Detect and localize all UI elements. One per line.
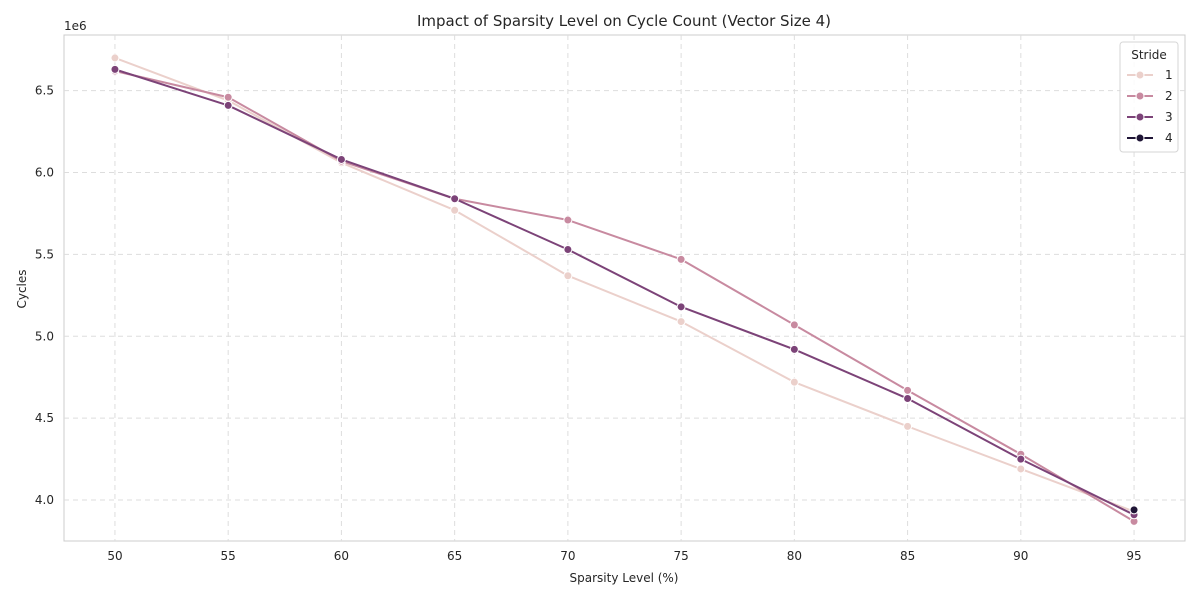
x-tick-label: 90 <box>1013 549 1028 563</box>
x-tick-label: 55 <box>221 549 236 563</box>
y-tick-label: 4.5 <box>35 411 54 425</box>
chart-title: Impact of Sparsity Level on Cycle Count … <box>417 12 831 30</box>
y-tick-label: 6.0 <box>35 166 54 180</box>
x-tick-label: 65 <box>447 549 462 563</box>
data-point <box>563 271 573 281</box>
x-axis-title: Sparsity Level (%) <box>570 571 679 585</box>
data-point <box>789 344 799 354</box>
x-tick-label: 75 <box>673 549 688 563</box>
legend-items: 1 2 3 4 <box>1127 68 1173 145</box>
legend-item: 3 <box>1127 110 1173 124</box>
legend-label: 2 <box>1165 89 1173 103</box>
legend-marker <box>1135 133 1145 143</box>
data-point <box>110 53 120 63</box>
y-tick-label: 6.5 <box>35 84 54 98</box>
data-point <box>789 320 799 330</box>
legend-item: 2 <box>1127 89 1173 103</box>
legend-item: 4 <box>1127 131 1173 145</box>
data-point <box>676 254 686 264</box>
y-tick-label: 5.0 <box>35 329 54 343</box>
legend-marker <box>1135 91 1145 101</box>
x-tick-label: 95 <box>1126 549 1141 563</box>
y-axis-title: Cycles <box>15 269 29 308</box>
x-tick-label: 85 <box>900 549 915 563</box>
data-point <box>1016 454 1026 464</box>
legend-marker <box>1135 70 1145 80</box>
legend-label: 4 <box>1165 131 1173 145</box>
y-axis-ticks: 4.0 4.5 5.0 5.5 6.0 6.5 <box>35 84 54 507</box>
series-4 <box>1129 505 1139 515</box>
data-point <box>789 377 799 387</box>
data-point <box>676 302 686 312</box>
x-tick-label: 70 <box>560 549 575 563</box>
data-point <box>336 154 346 164</box>
legend-label: 1 <box>1165 68 1173 82</box>
data-point <box>563 245 573 255</box>
legend-label: 3 <box>1165 110 1173 124</box>
data-point <box>676 317 686 327</box>
y-axis-offset-label: 1e6 <box>64 19 87 33</box>
data-point <box>1129 505 1139 515</box>
data-point <box>110 64 120 74</box>
data-point <box>903 421 913 431</box>
x-tick-label: 80 <box>787 549 802 563</box>
data-point <box>450 194 460 204</box>
data-point <box>903 394 913 404</box>
legend: Stride 1 2 3 4 <box>1119 41 1179 153</box>
data-point <box>223 100 233 110</box>
legend-title: Stride <box>1131 48 1167 62</box>
series-3 <box>110 64 1139 520</box>
series-line <box>114 70 1135 523</box>
data-point <box>563 215 573 225</box>
series-lines <box>110 53 1139 526</box>
x-axis-ticks: 50 55 60 65 70 75 80 85 90 95 <box>107 549 1141 563</box>
data-point <box>223 92 233 102</box>
data-point <box>1016 464 1026 474</box>
legend-marker <box>1135 112 1145 122</box>
y-tick-label: 4.0 <box>35 493 54 507</box>
x-tick-label: 60 <box>334 549 349 563</box>
y-tick-label: 5.5 <box>35 247 54 261</box>
series-line <box>114 68 1135 516</box>
data-point <box>450 205 460 215</box>
plot-area <box>63 34 1186 542</box>
legend-item: 1 <box>1127 68 1173 82</box>
data-point <box>903 385 913 395</box>
x-tick-label: 50 <box>107 549 122 563</box>
